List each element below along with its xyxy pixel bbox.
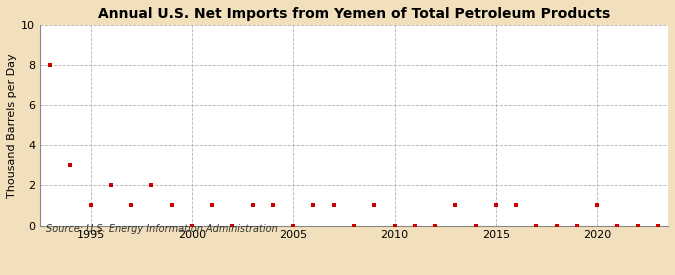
Title: Annual U.S. Net Imports from Yemen of Total Petroleum Products: Annual U.S. Net Imports from Yemen of To… <box>98 7 610 21</box>
Point <box>65 163 76 167</box>
Point <box>207 203 217 208</box>
Point <box>592 203 603 208</box>
Point <box>186 223 197 228</box>
Point <box>227 223 238 228</box>
Point <box>247 203 258 208</box>
Point <box>612 223 623 228</box>
Point <box>126 203 136 208</box>
Point <box>308 203 319 208</box>
Point <box>85 203 96 208</box>
Point <box>348 223 359 228</box>
Point <box>531 223 542 228</box>
Point <box>288 223 298 228</box>
Point <box>166 203 177 208</box>
Point <box>146 183 157 188</box>
Point <box>389 223 400 228</box>
Point <box>430 223 441 228</box>
Point <box>328 203 339 208</box>
Point <box>632 223 643 228</box>
Point <box>267 203 278 208</box>
Point <box>572 223 583 228</box>
Text: Source: U.S. Energy Information Administration: Source: U.S. Energy Information Administ… <box>47 224 278 233</box>
Point <box>105 183 116 188</box>
Point <box>653 223 664 228</box>
Point <box>511 203 522 208</box>
Point <box>45 63 55 67</box>
Y-axis label: Thousand Barrels per Day: Thousand Barrels per Day <box>7 53 17 197</box>
Point <box>410 223 421 228</box>
Point <box>450 203 461 208</box>
Point <box>551 223 562 228</box>
Point <box>369 203 379 208</box>
Point <box>491 203 502 208</box>
Point <box>470 223 481 228</box>
